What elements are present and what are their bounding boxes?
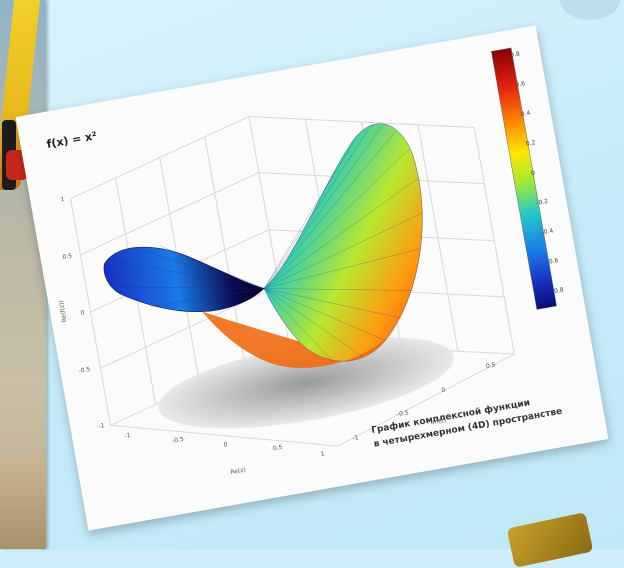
colorbar-tick-label: 0 <box>530 169 536 178</box>
decorative-rock-shape <box>0 460 46 549</box>
z-axis-tick-label: -1 <box>97 422 106 431</box>
decorative-corner-top <box>560 0 620 20</box>
x-axis-tick-label: -1 <box>124 431 132 440</box>
decorative-photo-strip <box>0 0 46 549</box>
surface-mesh-lines <box>116 125 423 362</box>
y-axis-tick-label: 0 <box>440 386 446 395</box>
x-axis-tick-label: 0 <box>223 441 229 449</box>
surface-shadow <box>158 337 454 429</box>
surface-plot-graphic <box>70 47 557 447</box>
x-axis-tick-label: 1 <box>320 450 326 459</box>
surface-plot-image: f(x) = x² 0.8 0.6 0.4 0.2 0 -0.2 -0.4 -0… <box>15 25 609 531</box>
surface-lower-sheet <box>202 311 390 368</box>
z-axis-tick-label: 1 <box>60 195 66 204</box>
colorbar <box>491 47 557 310</box>
surface-right-lobe <box>263 123 423 362</box>
y-axis-tick-label: -1 <box>351 434 360 443</box>
z-axis-tick-label: 0 <box>79 309 85 317</box>
surface-left-lobe <box>103 246 265 312</box>
